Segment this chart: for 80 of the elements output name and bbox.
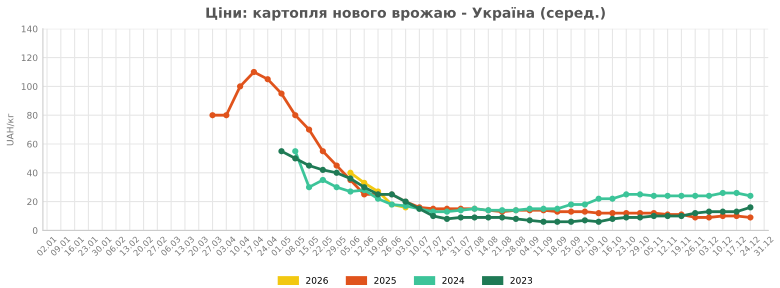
point [596,196,602,202]
point [582,217,588,224]
legend-label: 2025 [374,276,396,284]
point [706,214,712,221]
point [236,83,244,90]
point [292,155,298,162]
point [444,216,450,222]
point [499,214,506,221]
point [623,214,630,221]
point [582,201,588,208]
point [568,201,574,208]
y-tick-label: 120 [22,54,38,62]
point [292,112,298,118]
point [706,192,712,199]
y-tick-label: 60 [27,140,38,148]
point [223,112,230,118]
point [306,184,312,190]
point [209,112,216,118]
point [250,68,258,76]
point [512,216,520,222]
point [320,148,326,154]
y-tick-label: 40 [26,170,38,176]
chart-title: Ціни: картопля нового врожаю - Україна (серед.) [206,6,605,21]
point [347,188,354,195]
y-tick-label: 0 [32,227,38,234]
point [334,170,340,176]
point [623,191,630,198]
point [292,148,298,154]
point [733,208,740,215]
point [582,208,588,215]
legend-label: 2023 [510,276,532,284]
point [278,90,285,97]
point [568,218,574,225]
point [747,192,754,199]
point [554,218,560,225]
y-tick-label: 100 [22,83,38,90]
point [554,206,560,212]
point [733,190,740,196]
point [664,192,671,199]
point [430,212,436,220]
point [361,184,368,190]
point [706,208,712,215]
point [596,218,602,225]
y-tick-label: 140 [22,26,38,32]
point [278,148,285,154]
point [485,214,492,221]
point [568,208,574,215]
point [471,214,478,221]
point [747,214,754,221]
point [609,210,616,216]
point [526,217,533,224]
point [636,191,644,198]
point [609,196,616,202]
point [720,190,726,196]
point [609,216,616,222]
point [692,210,698,216]
point [444,208,450,215]
point [747,204,754,210]
point [320,166,326,174]
point [720,208,726,215]
point [540,218,547,225]
point [264,76,271,82]
y-tick-label: 20 [27,198,38,206]
point [334,184,340,190]
point [650,212,657,220]
y-tick-label: 80 [27,112,38,119]
point [678,192,685,199]
legend-label: 2024 [442,276,464,284]
point [347,170,354,176]
point [692,192,698,199]
point [320,176,326,184]
point [596,210,602,216]
y-axis-title: UAH/кг [6,114,14,146]
point [650,192,657,199]
point [636,214,644,221]
point [458,214,464,221]
point [334,162,340,169]
legend-label: 2026 [306,276,328,284]
point [306,126,312,133]
point [306,162,312,169]
